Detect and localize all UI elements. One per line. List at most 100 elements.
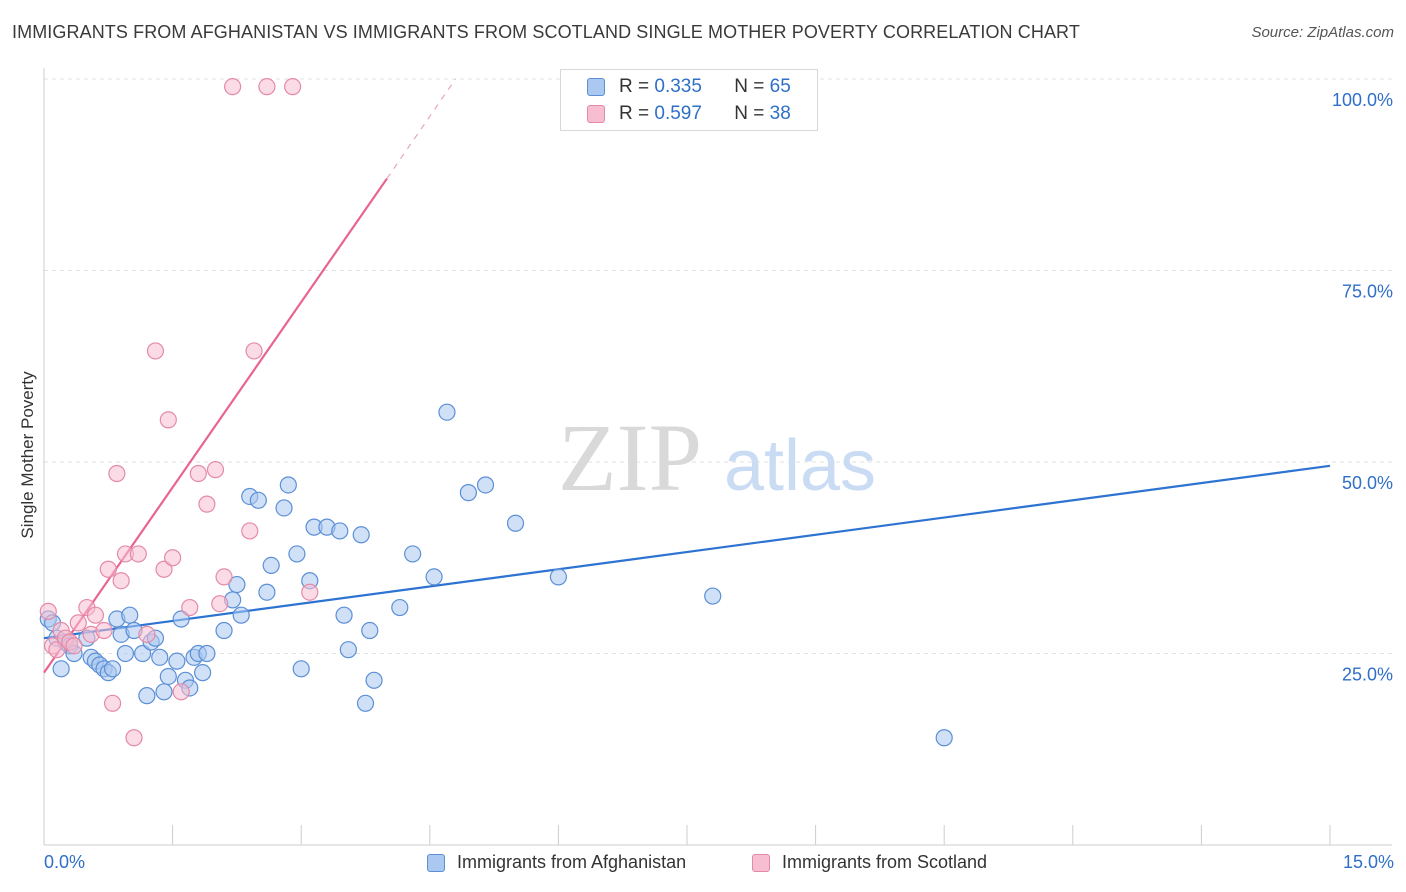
legend-row-scotland: R = 0.597 N = 38 <box>561 101 791 127</box>
point-afghanistan <box>172 610 190 628</box>
point-afghanistan <box>438 403 456 421</box>
source-label: Source: ZipAtlas.com <box>1251 24 1394 41</box>
x-tick-label-min: 0.0% <box>44 852 86 872</box>
point-afghanistan <box>476 476 495 494</box>
point-afghanistan <box>116 644 135 663</box>
point-scotland <box>241 522 259 540</box>
point-afghanistan <box>391 598 409 617</box>
y-tick-label: 100.0% <box>1332 90 1393 110</box>
point-scotland <box>146 342 165 360</box>
point-afghanistan <box>249 491 267 509</box>
point-afghanistan <box>275 499 293 517</box>
point-afghanistan <box>262 556 280 575</box>
point-afghanistan <box>339 641 357 659</box>
point-scotland <box>155 560 173 578</box>
legend: R = 0.335 N = 65 R = 0.597 N = 38 <box>560 69 818 131</box>
point-afghanistan <box>168 652 186 670</box>
point-afghanistan <box>459 484 477 502</box>
point-afghanistan <box>506 514 525 532</box>
point-afghanistan <box>138 687 156 705</box>
trendline-scotland-extension <box>386 78 457 179</box>
point-afghanistan <box>121 606 139 624</box>
legend-n-value: 38 <box>769 103 791 124</box>
point-scotland <box>112 572 130 590</box>
point-afghanistan <box>194 664 212 682</box>
trendline-afghanistan <box>43 464 1331 640</box>
axes <box>43 68 1392 846</box>
point-afghanistan <box>704 587 722 605</box>
y-tick-label: 75.0% <box>1342 282 1393 302</box>
bottom-legend-swatch-blue <box>427 853 445 872</box>
point-afghanistan <box>198 644 216 663</box>
watermark-atlas: atlas <box>724 426 876 506</box>
point-scotland <box>215 568 233 586</box>
point-afghanistan <box>352 526 370 544</box>
bottom-legend-label: Immigrants from Afghanistan <box>457 852 687 872</box>
point-afghanistan <box>228 575 246 594</box>
trendline-scotland <box>43 177 388 674</box>
legend-n-label: N = <box>734 103 765 124</box>
point-scotland <box>103 694 122 712</box>
point-afghanistan <box>365 671 383 689</box>
point-scotland <box>48 641 66 659</box>
y-axis-title: Single Mother Poverty <box>18 371 37 539</box>
point-afghanistan <box>52 660 70 678</box>
point-scotland <box>211 595 229 613</box>
point-scotland <box>172 683 190 701</box>
point-afghanistan <box>335 606 353 624</box>
legend-row-afghanistan: R = 0.335 N = 65 <box>561 74 791 100</box>
point-scotland <box>159 411 177 429</box>
point-afghanistan <box>159 667 177 686</box>
legend-n-label: N = <box>734 76 765 97</box>
point-afghanistan <box>133 644 152 663</box>
legend-r-value: 0.335 <box>654 76 702 97</box>
point-afghanistan <box>232 606 250 624</box>
point-scotland <box>198 495 216 513</box>
point-afghanistan <box>356 694 375 712</box>
point-scotland <box>95 621 113 640</box>
point-scotland <box>125 729 143 747</box>
point-afghanistan <box>288 545 306 563</box>
point-afghanistan <box>361 621 379 640</box>
y-tick-label: 25.0% <box>1342 665 1393 685</box>
point-scotland <box>86 606 105 624</box>
legend-n-value: 65 <box>769 76 791 97</box>
x-tick-label-max: 15.0% <box>1342 852 1394 872</box>
point-scotland <box>129 545 147 563</box>
y-tick-labels: 25.0% 50.0% 75.0% 100.0% <box>1332 90 1393 685</box>
bottom-legend-scotland: Immigrants from Scotland <box>752 852 987 873</box>
point-scotland <box>224 78 242 96</box>
point-afghanistan <box>292 660 310 678</box>
watermark-zip: ZIP <box>558 404 702 511</box>
point-scotland <box>99 560 117 578</box>
point-scotland <box>245 342 263 360</box>
y-tick-label: 50.0% <box>1342 473 1393 493</box>
point-afghanistan <box>331 522 349 540</box>
point-afghanistan <box>279 476 297 494</box>
legend-r-label: R = <box>619 103 650 124</box>
point-afghanistan <box>258 583 276 601</box>
legend-swatch-blue <box>587 78 605 96</box>
point-scotland <box>258 78 276 96</box>
legend-swatch-pink <box>587 105 605 123</box>
point-scotland <box>138 625 156 643</box>
point-scotland <box>206 461 225 479</box>
point-afghanistan <box>935 729 953 747</box>
point-afghanistan <box>155 683 173 701</box>
point-scotland <box>284 78 302 96</box>
point-scotland <box>164 549 182 567</box>
bottom-legend-swatch-pink <box>752 853 770 872</box>
point-scotland <box>65 637 83 655</box>
point-scotland <box>181 598 199 617</box>
legend-r-label: R = <box>619 76 650 97</box>
point-scotland <box>189 464 207 483</box>
point-afghanistan <box>425 568 443 586</box>
bottom-legend-label: Immigrants from Scotland <box>782 852 988 872</box>
legend-r-value: 0.597 <box>654 103 702 124</box>
gridlines <box>44 78 1392 654</box>
point-afghanistan <box>103 660 122 678</box>
chart-title: IMMIGRANTS FROM AFGHANISTAN VS IMMIGRANT… <box>12 22 1080 42</box>
point-afghanistan <box>549 568 568 586</box>
bottom-legend-afghanistan: Immigrants from Afghanistan <box>427 852 686 873</box>
data-points <box>39 78 953 747</box>
